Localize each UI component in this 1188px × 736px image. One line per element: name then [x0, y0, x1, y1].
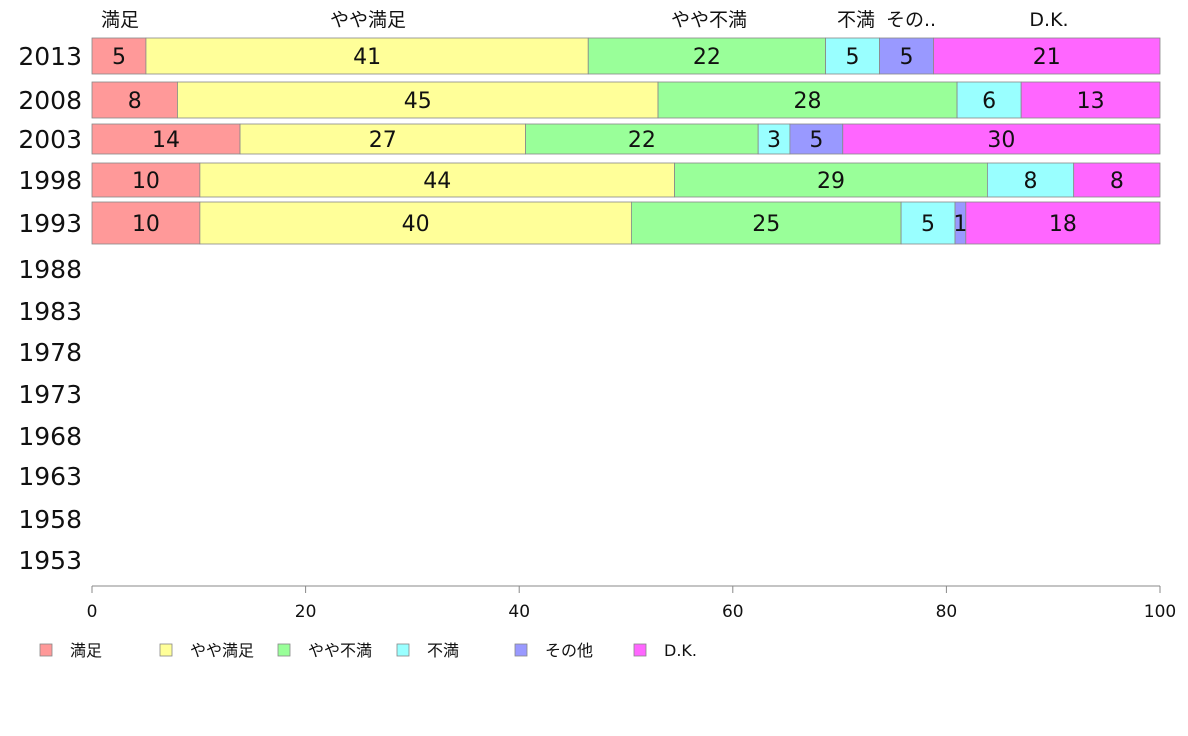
data-label: 45	[404, 89, 432, 114]
data-label: 8	[1110, 169, 1124, 194]
data-label: 13	[1077, 89, 1105, 114]
legend-label: やや不満	[308, 641, 372, 660]
category-header-label: やや満足	[330, 9, 406, 31]
bar-segment	[879, 37, 934, 75]
x-tick-label: 60	[722, 602, 744, 622]
bar-segment	[674, 162, 988, 198]
x-tick-label: 100	[1144, 602, 1176, 622]
bar-segment	[1020, 81, 1161, 119]
data-label: 41	[353, 45, 381, 70]
bar-segment	[91, 123, 241, 155]
data-label: 6	[982, 89, 996, 114]
bar-segment	[965, 201, 1161, 245]
data-label: 1	[953, 212, 967, 237]
year-label: 1998	[18, 166, 82, 195]
x-tick-label: 80	[936, 602, 958, 622]
category-header-label: 不満	[837, 9, 875, 31]
year-label: 1958	[18, 505, 82, 534]
data-label: 21	[1033, 45, 1061, 70]
data-label: 29	[817, 169, 845, 194]
year-label: 1953	[18, 546, 82, 575]
category-header-label: やや不満	[671, 9, 747, 31]
bar-segment	[789, 123, 844, 155]
year-label: 1963	[18, 462, 82, 491]
year-label: 1968	[18, 422, 82, 451]
data-label: 40	[402, 212, 430, 237]
bar-segment	[630, 201, 902, 245]
year-label: 1983	[18, 297, 82, 326]
legend-label: 不満	[427, 641, 459, 660]
legend-swatch	[39, 643, 53, 657]
data-label: 10	[132, 212, 160, 237]
year-label: 1973	[18, 380, 82, 409]
data-label: 10	[132, 169, 160, 194]
year-label: 1993	[18, 209, 82, 238]
data-label: 28	[794, 89, 822, 114]
legend-swatch	[396, 643, 410, 657]
legend-swatch	[514, 643, 528, 657]
bar-segment	[842, 123, 1161, 155]
data-label: 8	[128, 89, 142, 114]
bar-segment	[587, 37, 826, 75]
bar-segment	[199, 162, 675, 198]
data-label: 5	[899, 45, 913, 70]
x-tick-label: 0	[87, 602, 98, 622]
data-label: 44	[423, 169, 451, 194]
data-label: 25	[752, 212, 780, 237]
bar-segment	[91, 81, 178, 119]
x-tick-label: 40	[508, 602, 530, 622]
legend-label: その他	[545, 641, 593, 660]
bar-segment	[525, 123, 759, 155]
year-label: 2003	[18, 125, 82, 154]
bar-segment	[986, 162, 1075, 198]
category-header-label: 満足	[101, 9, 139, 31]
bar-segment	[933, 37, 1161, 75]
bar-segment	[91, 162, 201, 198]
year-label: 2008	[18, 86, 82, 115]
bar-segment	[145, 37, 589, 75]
legend-swatch	[633, 643, 647, 657]
data-label: 18	[1049, 212, 1077, 237]
category-header-label: D.K.	[1029, 9, 1068, 31]
data-label: 14	[152, 128, 180, 153]
data-label: 5	[809, 128, 823, 153]
legend-label: D.K.	[664, 641, 697, 660]
bar-segment	[177, 81, 659, 119]
bar-segment	[239, 123, 526, 155]
data-label: 3	[767, 128, 781, 153]
bar-segment	[956, 81, 1022, 119]
data-label: 30	[987, 128, 1015, 153]
legend-swatch	[159, 643, 173, 657]
category-header-label: その..	[886, 9, 936, 31]
bar-segment	[91, 37, 147, 75]
data-label: 5	[112, 45, 126, 70]
year-label: 1988	[18, 255, 82, 284]
bar-segment	[657, 81, 958, 119]
data-label: 22	[628, 128, 656, 153]
year-label: 1978	[18, 338, 82, 367]
legend-swatch	[277, 643, 291, 657]
bar-segment	[1073, 162, 1161, 198]
data-label: 5	[921, 212, 935, 237]
legend-label: 満足	[70, 641, 102, 660]
data-label: 22	[693, 45, 721, 70]
x-tick-label: 20	[295, 602, 317, 622]
data-label: 8	[1024, 169, 1038, 194]
bar-segment	[91, 201, 201, 245]
legend-label: やや満足	[190, 641, 254, 660]
data-label: 27	[369, 128, 397, 153]
data-label: 5	[846, 45, 860, 70]
year-label: 2013	[18, 42, 82, 71]
